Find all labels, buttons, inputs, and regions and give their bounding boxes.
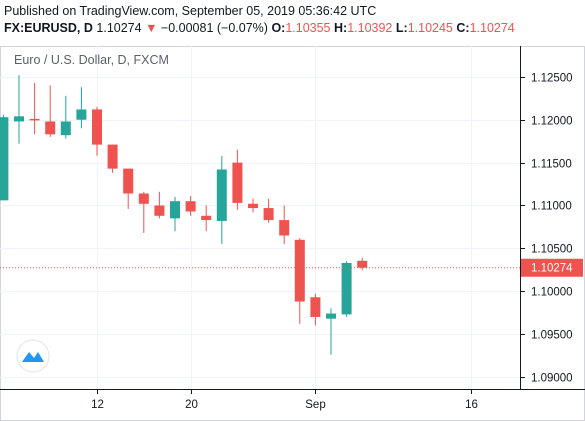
- candle[interactable]: [216, 155, 227, 245]
- candle[interactable]: [326, 308, 336, 355]
- candle-body: [279, 220, 290, 236]
- chart-frame: [0, 46, 585, 421]
- candle[interactable]: [232, 149, 243, 210]
- candle[interactable]: [92, 106, 102, 156]
- candle[interactable]: [138, 191, 149, 233]
- candle[interactable]: [107, 144, 118, 173]
- date-tick-label: 20: [185, 399, 198, 411]
- candle[interactable]: [310, 293, 321, 326]
- close-label: C:: [456, 21, 470, 35]
- last-price-label: 1.10274: [531, 263, 573, 275]
- candle[interactable]: [279, 205, 290, 245]
- candle-body: [14, 116, 24, 122]
- candle[interactable]: [76, 87, 87, 129]
- candle-body: [45, 121, 56, 135]
- candle[interactable]: [341, 261, 352, 317]
- candle[interactable]: [123, 168, 134, 209]
- candle-body: [216, 169, 227, 221]
- candle-body: [232, 162, 243, 203]
- price-tick-label: 1.09500: [531, 330, 573, 342]
- candle[interactable]: [45, 85, 56, 137]
- candle-body: [294, 239, 305, 302]
- candle-body: [310, 297, 321, 317]
- candle-body: [357, 260, 368, 268]
- candle[interactable]: [60, 95, 71, 139]
- high-value: 1.10392: [347, 21, 393, 35]
- high-label: H:: [334, 21, 348, 35]
- chart-area[interactable]: 1.10274 1.09000 1.09500 1.10000 1.10500 1.11…: [0, 46, 585, 421]
- candle-body: [170, 201, 180, 219]
- logo-mark: [22, 352, 44, 362]
- candle-body: [263, 208, 274, 221]
- last-price-marker: [521, 258, 583, 277]
- candle-body: [201, 215, 212, 221]
- candle[interactable]: [263, 198, 274, 223]
- symbol-quote-line: FX:EURUSD, D 1.10274 ▼ −0.00081 (−0.07%)…: [4, 21, 515, 35]
- candle-body: [92, 109, 102, 145]
- candle-body: [0, 117, 9, 201]
- change-down-icon: ▼: [145, 21, 158, 35]
- candle-body: [123, 168, 134, 194]
- candle[interactable]: [0, 114, 9, 201]
- candle-body: [185, 201, 196, 212]
- date-tick-label: 12: [91, 399, 104, 411]
- date-tick-label: Sep: [305, 399, 325, 411]
- candle-body: [341, 262, 352, 315]
- candle-body: [326, 313, 336, 319]
- low-value: 1.10245: [407, 21, 453, 35]
- candle-body: [107, 144, 118, 169]
- price-tick-label: 1.12000: [531, 116, 573, 128]
- grid-lines: [0, 46, 520, 389]
- candle-body: [60, 121, 71, 136]
- chart-title: Euro / U.S. Dollar, D, FXCM: [14, 53, 169, 67]
- price-tick-label: 1.11500: [531, 159, 572, 171]
- candle[interactable]: [14, 75, 24, 144]
- time-axis[interactable]: 12 20 Sep 16: [91, 389, 478, 411]
- candle[interactable]: [294, 238, 305, 324]
- candle[interactable]: [185, 196, 196, 216]
- candle[interactable]: [248, 198, 258, 213]
- candle[interactable]: [29, 82, 40, 135]
- candle-body: [76, 109, 87, 120]
- last-price-value: 1.10274: [96, 21, 142, 35]
- price-tick-label: 1.10000: [531, 287, 573, 299]
- close-value: 1.10274: [469, 21, 515, 35]
- candle[interactable]: [154, 191, 165, 219]
- candle-body: [154, 205, 165, 216]
- tradingview-logo-icon[interactable]: [16, 339, 50, 373]
- change-value: −0.00081 (−0.07%): [160, 21, 268, 35]
- published-notice: Published on TradingView.com, September …: [4, 4, 377, 18]
- last-price-line-group: 1.10274: [0, 258, 583, 277]
- low-label: L:: [395, 21, 408, 35]
- price-tick-label: 1.10500: [531, 244, 573, 256]
- candle[interactable]: [201, 205, 212, 232]
- candle-body: [29, 118, 40, 121]
- logo-circle: [16, 339, 50, 373]
- price-tick-label: 1.09000: [531, 373, 573, 385]
- price-tick-label: 1.11000: [531, 201, 572, 213]
- candlestick-chart[interactable]: 1.10274 1.09000 1.09500 1.10000 1.10500 1.11…: [0, 46, 585, 421]
- price-axis[interactable]: 1.09000 1.09500 1.10000 1.10500 1.11000 1.115…: [520, 73, 573, 385]
- date-tick-label: 16: [465, 399, 478, 411]
- open-label: O:: [271, 21, 286, 35]
- candle-body: [138, 193, 149, 204]
- chart-header: Published on TradingView.com, September …: [0, 0, 585, 46]
- candle-body: [248, 203, 258, 209]
- price-tick-label: 1.12500: [531, 73, 573, 85]
- candle[interactable]: [170, 196, 180, 232]
- open-value: 1.10355: [285, 21, 331, 35]
- symbol-label[interactable]: FX:EURUSD, D: [4, 21, 93, 35]
- candles-group: [0, 75, 368, 355]
- candle[interactable]: [357, 257, 368, 271]
